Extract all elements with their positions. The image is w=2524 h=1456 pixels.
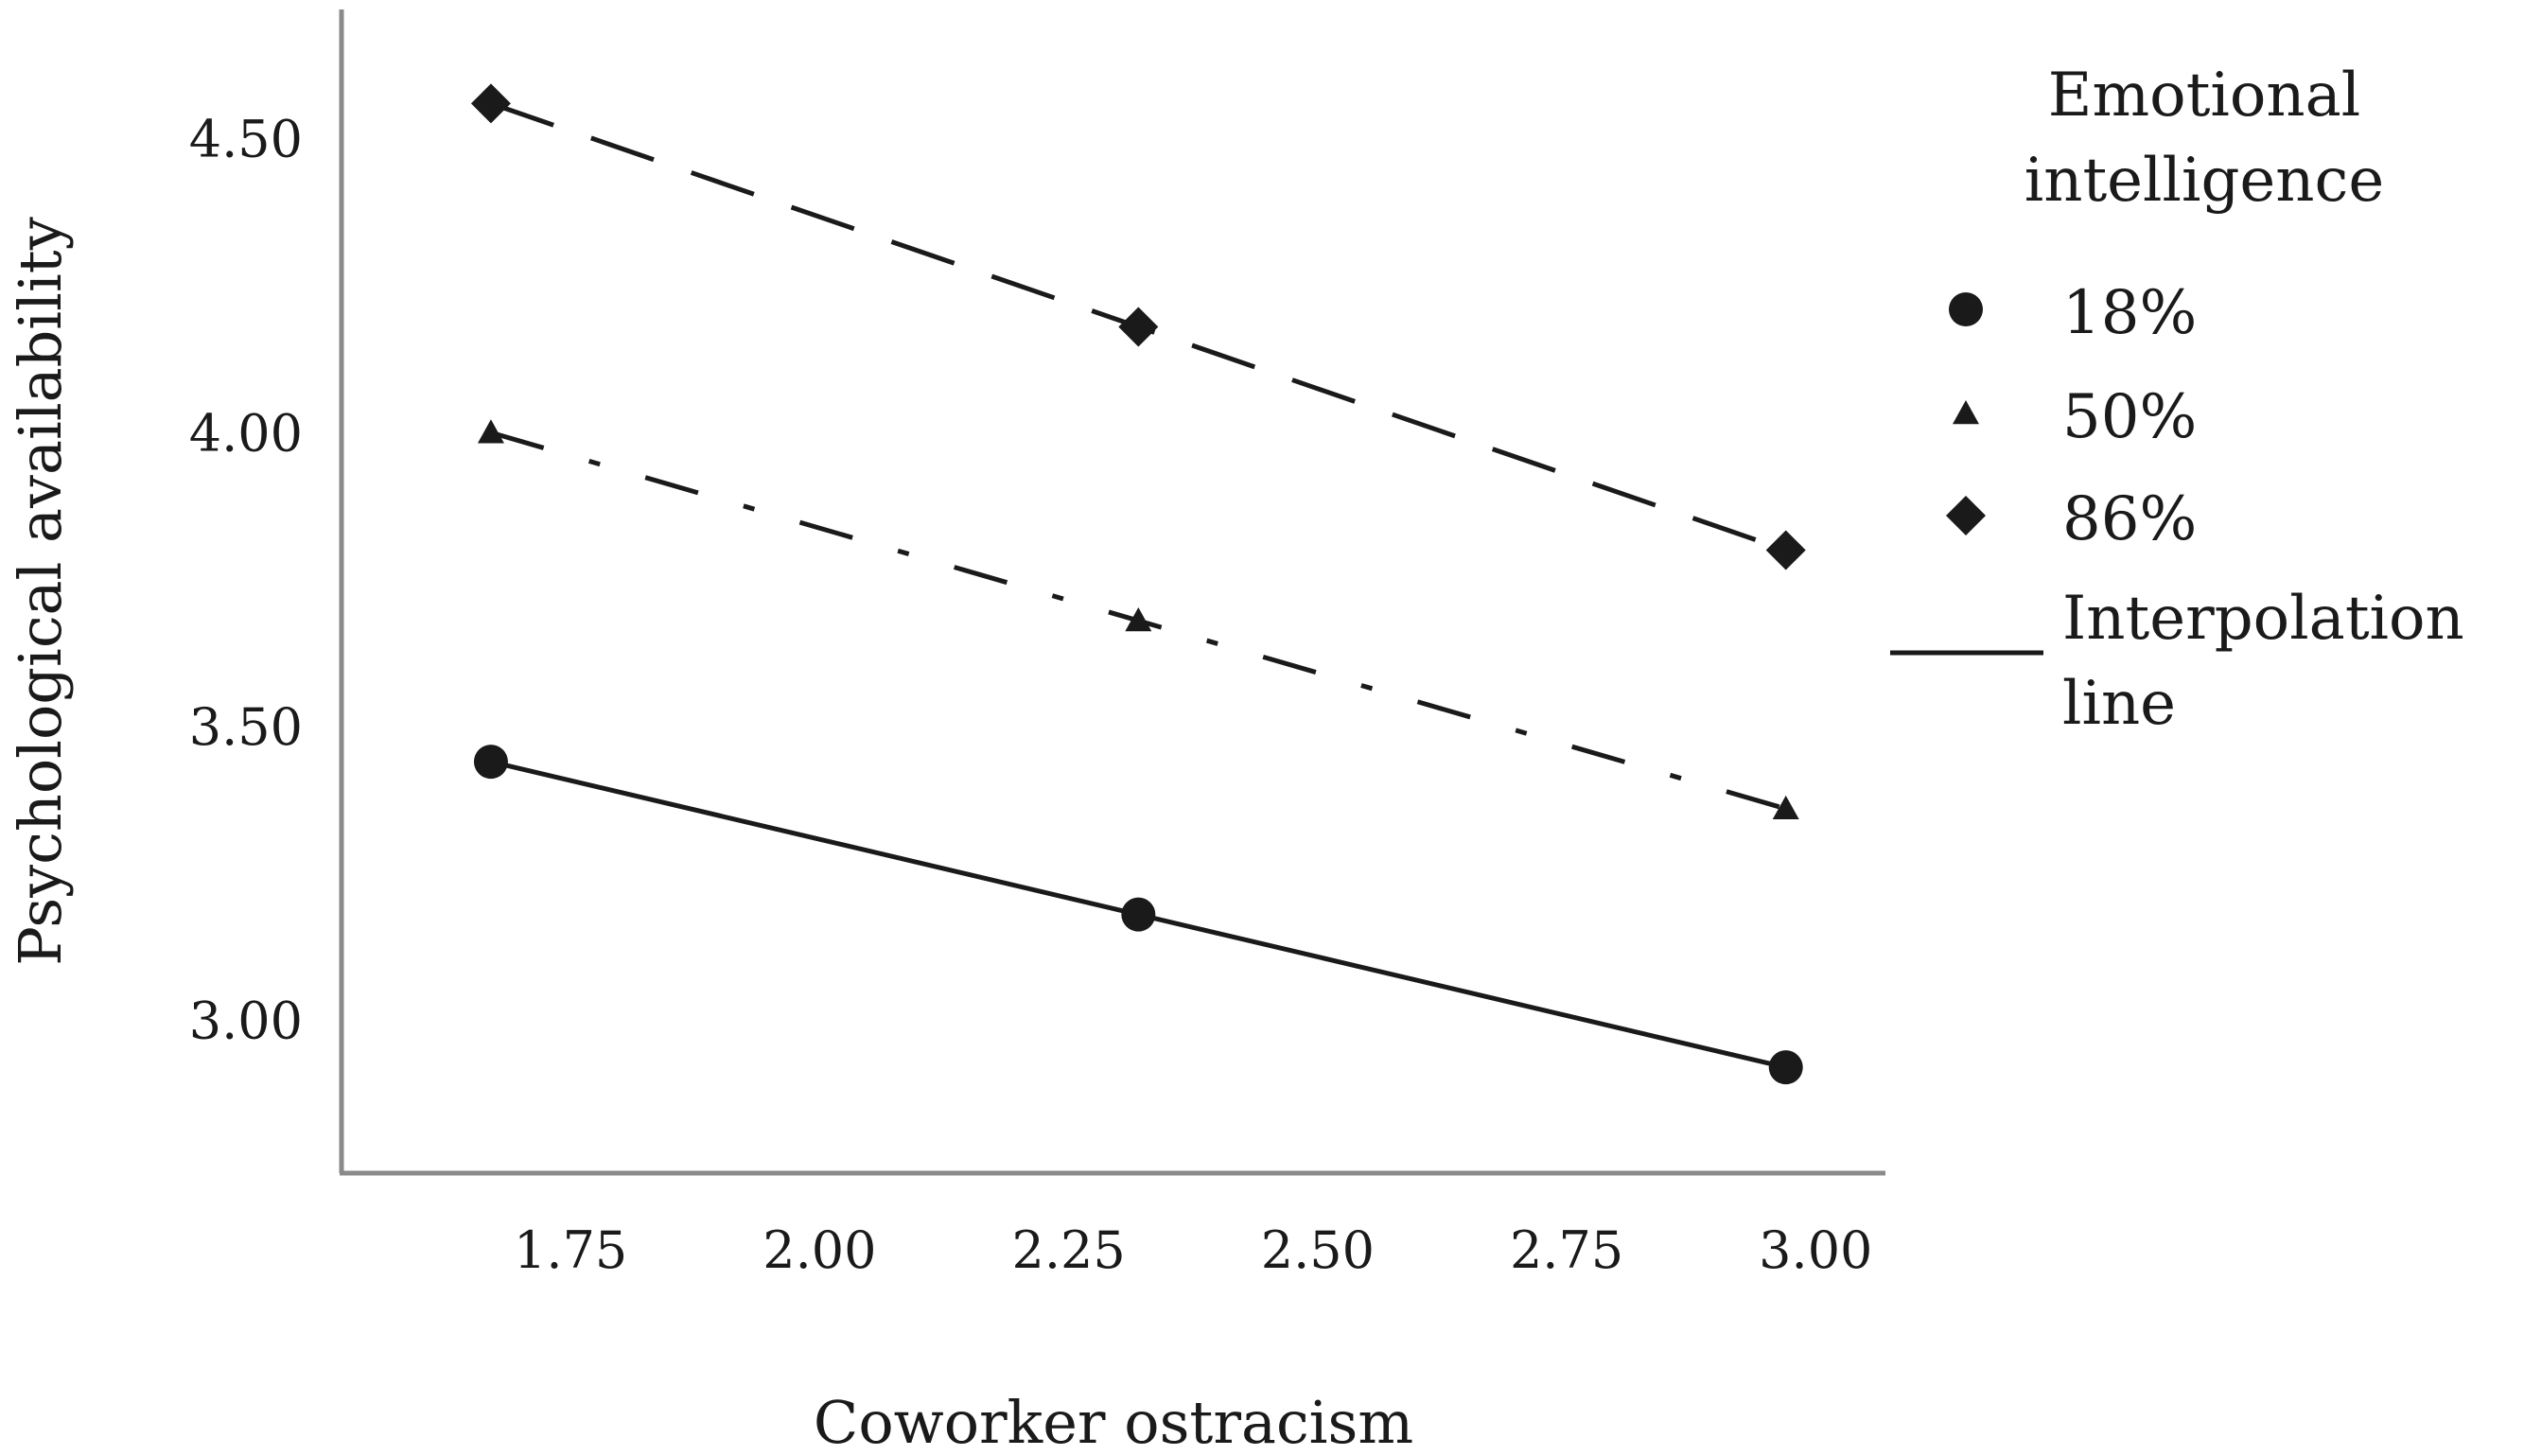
legend-label: 18% [2062, 278, 2197, 348]
y-tick-labels: 3.00 3.50 4.00 4.50 [189, 110, 303, 1051]
x-tick-label: 2.75 [1510, 1220, 1623, 1280]
data-point-circle [473, 745, 508, 780]
legend-marker-diamond [1946, 496, 1986, 535]
y-axis-title: Psychological availability [6, 217, 75, 965]
series-triangle [477, 419, 1799, 820]
x-tick-label: 2.25 [1012, 1220, 1126, 1280]
x-tick-label: 2.50 [1261, 1220, 1375, 1280]
legend: Emotional intelligence 18% 50% 86% Interpo… [1890, 61, 2464, 739]
data-point-diamond [1765, 530, 1806, 570]
series-circle [473, 745, 1803, 1085]
y-tick-label: 3.00 [189, 991, 303, 1050]
legend-interpolation-label-1: Interpolation [2062, 584, 2464, 654]
x-tick-label: 1.75 [514, 1220, 627, 1280]
legend-interpolation-label-2: line [2062, 669, 2176, 739]
data-point-triangle [1772, 795, 1799, 820]
data-point-triangle [477, 419, 504, 444]
x-tick-label: 3.00 [1759, 1220, 1872, 1280]
x-axis-title: Coworker ostracism [814, 1388, 1413, 1456]
legend-title-line-2: intelligence [2024, 146, 2384, 216]
legend-title-line-1: Emotional [2048, 61, 2361, 131]
x-tick-label: 2.00 [762, 1220, 876, 1280]
data-point-circle [1768, 1050, 1803, 1085]
y-tick-label: 3.50 [189, 697, 303, 757]
legend-marker-triangle [1953, 400, 1979, 425]
legend-entries: 18% 50% 86% [1946, 278, 2197, 554]
legend-marker-circle [1949, 292, 1983, 326]
y-tick-label: 4.00 [189, 403, 303, 463]
data-point-diamond [470, 83, 511, 124]
legend-label: 50% [2062, 382, 2197, 452]
data-point-triangle [1125, 607, 1152, 632]
y-tick-label: 4.50 [189, 110, 303, 169]
legend-label: 86% [2062, 484, 2197, 554]
series-diamond [470, 83, 1806, 570]
data-point-diamond [1118, 307, 1159, 347]
x-tick-labels: 1.75 2.00 2.25 2.50 2.75 3.00 [514, 1220, 1872, 1280]
data-point-circle [1121, 897, 1156, 932]
axes [339, 9, 1885, 1176]
series-lines [470, 83, 1806, 1085]
